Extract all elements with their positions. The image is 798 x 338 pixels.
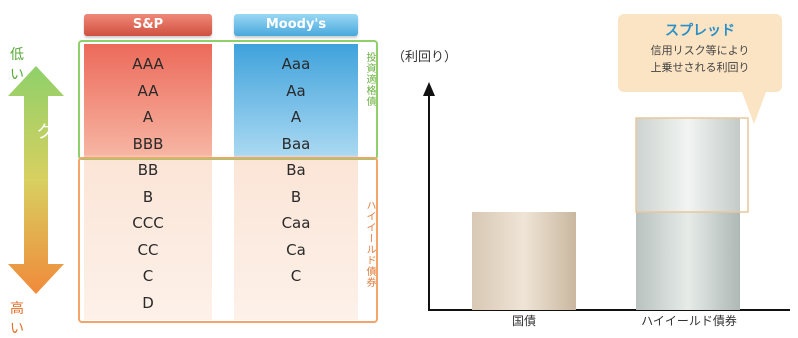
- investment-grade-label: 投資適格債: [364, 52, 375, 107]
- moodys-rating-1: Aa: [286, 81, 306, 100]
- callout-body: 信用リスク等により 上乗せされる利回り: [618, 42, 782, 76]
- moodys-rating-8: C: [290, 267, 302, 285]
- sp-rating-9: D: [142, 293, 154, 312]
- sp-rating-6: CCC: [132, 214, 164, 232]
- y-axis-label: （利回り）: [392, 50, 458, 65]
- spread-outline: [635, 117, 749, 213]
- callout-pointer: [742, 92, 766, 124]
- callout-title: スプレッド: [665, 23, 735, 39]
- bar-high-yield-base: [636, 212, 740, 310]
- sp-rating-7: CC: [137, 240, 159, 259]
- sp-rating-4: BB: [137, 161, 159, 179]
- sp-header: S&P: [84, 14, 212, 36]
- sp-rating-3: BBB: [132, 134, 164, 153]
- bar-government-bond: [472, 212, 576, 310]
- x-label-government-bond: 国債: [511, 314, 536, 328]
- x-label-high-yield: ハイイールド債券: [641, 314, 737, 328]
- sp-rating-1: AA: [137, 81, 159, 100]
- y-axis-arrowhead: [423, 82, 435, 96]
- moodys-rating-0: Aaa: [281, 55, 311, 73]
- moodys-rating-7: Ca: [286, 240, 306, 259]
- moodys-rating-2: A: [290, 108, 302, 126]
- callout-line-1: 信用リスク等により: [650, 44, 750, 57]
- moodys-rating-column: Aaa Aa A Baa Ba B Caa Ca C: [234, 44, 358, 320]
- moodys-rating-3: Baa: [281, 134, 311, 153]
- callout-line-2: 上乗せされる利回り: [650, 61, 750, 74]
- sp-rating-5: B: [142, 187, 154, 206]
- spread-callout: スプレッド 信用リスク等により 上乗せされる利回り: [618, 14, 782, 92]
- sp-rating-0: AAA: [132, 55, 164, 73]
- arrow-shape: [8, 66, 64, 294]
- sp-rating-2: A: [142, 108, 154, 126]
- moodys-rating-5: B: [290, 187, 302, 206]
- moodys-rating-4: Ba: [286, 161, 306, 179]
- sp-rating-column: AAA AA A BBB BB B CCC CC C D: [84, 44, 212, 320]
- yield-chart: [423, 82, 790, 311]
- investment-grade-box: [78, 40, 378, 160]
- risk-low-label: 低い: [10, 47, 24, 83]
- bar-high-yield-spread: [636, 118, 740, 212]
- sp-rating-8: C: [142, 267, 154, 285]
- moodys-rating-6: Caa: [281, 214, 311, 232]
- high-yield-label: ハイイールド債券: [364, 200, 375, 288]
- high-yield-box: [78, 157, 378, 323]
- moodys-header: Moody's: [234, 14, 358, 36]
